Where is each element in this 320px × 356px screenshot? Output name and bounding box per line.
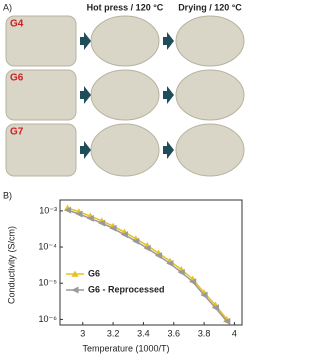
row-label: G6 bbox=[10, 73, 24, 84]
point bbox=[223, 317, 231, 325]
point bbox=[132, 237, 140, 245]
column-title: Drying / 120 °C bbox=[178, 2, 242, 12]
row-label: G7 bbox=[10, 127, 24, 138]
point bbox=[200, 291, 208, 299]
legend-marker bbox=[71, 286, 79, 294]
point bbox=[86, 214, 94, 222]
point bbox=[120, 231, 128, 239]
y-tick-label: 10⁻³ bbox=[39, 205, 57, 215]
point bbox=[155, 252, 163, 260]
y-tick-label: 10⁻⁶ bbox=[39, 314, 58, 324]
point bbox=[75, 210, 83, 218]
column-title: Hot press / 120 °C bbox=[87, 2, 164, 12]
point bbox=[64, 206, 72, 214]
x-tick-label: 4 bbox=[232, 328, 237, 338]
point bbox=[109, 224, 117, 232]
x-tick-label: 3.8 bbox=[198, 328, 211, 338]
y-tick-label: 10⁻⁵ bbox=[39, 278, 58, 288]
plot-frame bbox=[59, 199, 243, 326]
series-line bbox=[67, 209, 228, 322]
point bbox=[143, 244, 151, 252]
legend-label: G6 bbox=[88, 268, 100, 278]
series-line bbox=[67, 207, 228, 320]
x-tick-label: 3.2 bbox=[107, 328, 120, 338]
point bbox=[177, 268, 185, 276]
panel-label: A) bbox=[3, 2, 12, 12]
photos bbox=[5, 15, 245, 177]
legend-label: G6 - Reprocessed bbox=[88, 284, 165, 294]
x-tick-label: 3.4 bbox=[137, 328, 150, 338]
point bbox=[166, 260, 174, 268]
y-axis-title: Conductivity (S/cm) bbox=[6, 226, 16, 304]
point bbox=[98, 219, 106, 227]
x-axis-title: Temperature (1000/T) bbox=[82, 343, 169, 353]
panel-label: B) bbox=[3, 190, 12, 200]
row-label: G4 bbox=[10, 19, 24, 30]
legend-marker bbox=[71, 270, 79, 277]
x-tick-label: 3 bbox=[80, 328, 85, 338]
y-tick-label: 10⁻⁴ bbox=[38, 241, 57, 251]
point bbox=[189, 278, 197, 286]
point bbox=[211, 304, 219, 312]
figure: A) Hot press / 120 °C Drying / 120 °C G4… bbox=[3, 2, 245, 353]
x-tick-label: 3.6 bbox=[167, 328, 180, 338]
arrows bbox=[80, 32, 174, 159]
